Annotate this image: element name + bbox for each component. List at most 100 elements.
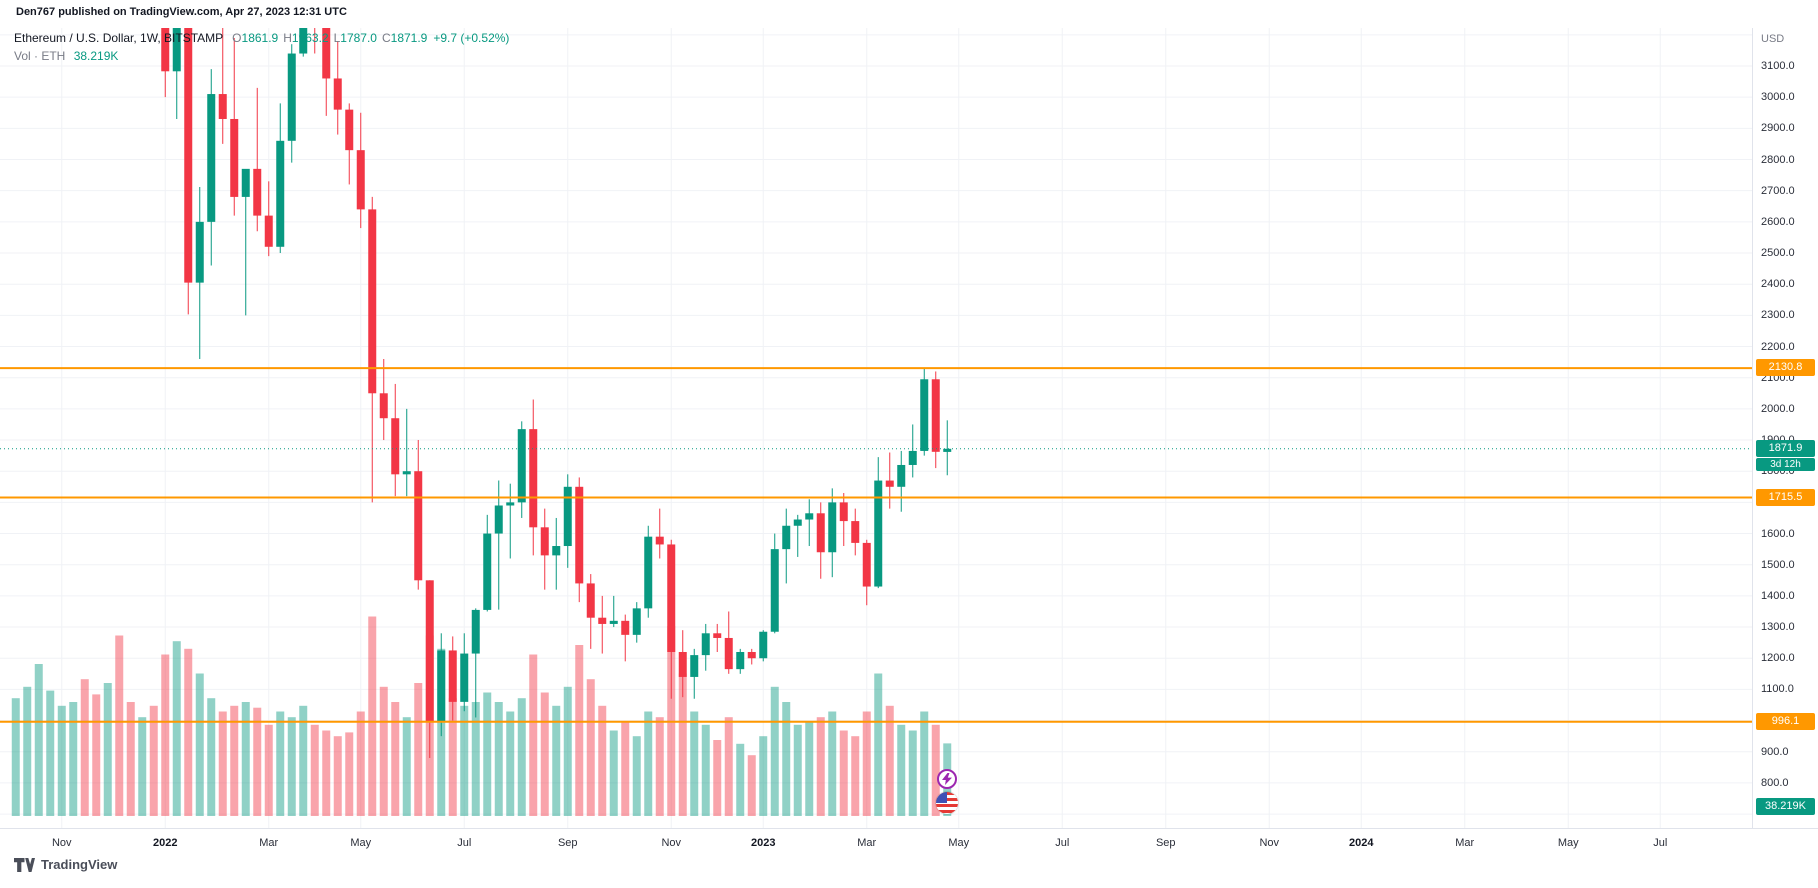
candle-body xyxy=(920,379,929,451)
volume-bar xyxy=(414,683,423,816)
time-axis-label: May xyxy=(1557,837,1579,849)
candle-body xyxy=(598,617,607,624)
event-marker-crypto[interactable] xyxy=(937,769,958,789)
price-tick: 900.0 xyxy=(1761,745,1789,758)
candle-body xyxy=(655,536,664,545)
candle-body xyxy=(759,631,768,659)
candle-body xyxy=(839,502,848,522)
candle-body xyxy=(437,650,446,723)
symbol-legend: Ethereum / U.S. Dollar, 1W, BITSTAMP O 18… xyxy=(14,31,509,63)
volume-bar xyxy=(230,705,239,816)
candle-body xyxy=(414,471,423,581)
candle-body xyxy=(483,533,492,610)
volume-bar xyxy=(69,702,78,816)
volume-bar xyxy=(138,717,147,816)
candle-body xyxy=(621,620,630,635)
volume-bar xyxy=(115,635,124,816)
candle-body xyxy=(713,633,722,638)
volume-bar xyxy=(172,641,181,816)
candle-body xyxy=(494,505,503,534)
change-value: +9.7 (+0.52%) xyxy=(433,31,510,45)
candle-body xyxy=(862,542,871,587)
volume-bar xyxy=(287,717,296,816)
close-value: 1871.9 xyxy=(390,31,428,45)
current-price-badge: 1871.9 xyxy=(1756,439,1815,457)
bar-countdown-badge: 3d 12h xyxy=(1756,457,1815,471)
candle-body xyxy=(172,28,181,72)
price-line-badge: 1715.5 xyxy=(1756,488,1815,506)
volume-bar xyxy=(874,673,883,816)
price-line-badge: 2130.8 xyxy=(1756,359,1815,377)
candle-body xyxy=(793,519,802,526)
volume-bar xyxy=(770,686,779,816)
high-label: H xyxy=(283,31,292,45)
volume-bar xyxy=(379,686,388,816)
candle-body xyxy=(540,527,549,556)
time-axis-label: Nov xyxy=(51,837,72,849)
tradingview-brand-text: TradingView xyxy=(41,857,118,872)
candle-body xyxy=(345,109,354,151)
price-axis[interactable]: USD 3100.0 3000.0 2900.0 2800.0 2700.0 2600.0… xyxy=(1752,28,1818,828)
volume-bar xyxy=(80,679,89,816)
volume-bar xyxy=(448,698,457,816)
high-value: 1963.2 xyxy=(291,31,329,45)
candle-body xyxy=(931,379,940,452)
time-axis-label: Sep xyxy=(1155,837,1176,849)
candle-body xyxy=(253,168,262,216)
time-axis-label: Sep xyxy=(557,837,578,849)
us-flag-icon xyxy=(936,792,948,803)
time-axis[interactable]: Nov 2022 Mar May Jul Sep Nov 2023 Mar May Jul Sep No… xyxy=(0,828,1818,861)
volume-bar xyxy=(11,698,20,816)
low-label: L xyxy=(333,31,341,45)
volume-bar xyxy=(506,711,515,816)
volume-bar xyxy=(885,705,894,816)
candle-body xyxy=(241,168,250,197)
volume-bar xyxy=(184,648,193,816)
price-tick: 2000.0 xyxy=(1761,402,1795,415)
volume-bar xyxy=(690,711,699,816)
candle-body xyxy=(264,215,273,247)
volume-bar xyxy=(828,711,837,816)
price-tick: 3000.0 xyxy=(1761,91,1795,104)
volume-bar xyxy=(103,683,112,816)
volume-bar xyxy=(46,690,55,816)
plot-area[interactable] xyxy=(0,0,1752,828)
time-axis-label: 2022 xyxy=(153,837,178,849)
candle-body xyxy=(885,480,894,487)
time-axis-label: 2024 xyxy=(1349,837,1374,849)
time-axis-label: Jul xyxy=(457,837,472,849)
price-tick: 1500.0 xyxy=(1761,558,1795,571)
volume-bar xyxy=(310,724,319,816)
time-axis-label: Nov xyxy=(1259,837,1280,849)
volume-label: Vol · ETH xyxy=(14,49,66,63)
volume-bar xyxy=(253,707,262,816)
volume-bar xyxy=(897,724,906,816)
candle-body xyxy=(161,28,170,72)
volume-bar xyxy=(92,694,101,816)
price-axis-unit: USD xyxy=(1761,33,1785,45)
price-tick: 2600.0 xyxy=(1761,215,1795,228)
low-value: 1787.0 xyxy=(340,31,377,45)
candle-body xyxy=(379,393,388,419)
candle-body xyxy=(782,525,791,550)
price-tick: 2800.0 xyxy=(1761,153,1795,166)
candle-body xyxy=(874,480,883,587)
tradingview-footer[interactable]: TradingView xyxy=(14,857,117,872)
volume-bar xyxy=(368,616,377,816)
candle-body xyxy=(609,620,618,624)
volume-bar xyxy=(552,705,561,816)
candle-body xyxy=(897,464,906,487)
volume-bar xyxy=(598,705,607,816)
candle-body xyxy=(333,78,342,110)
volume-bar xyxy=(632,736,641,816)
time-axis-label: May xyxy=(350,837,372,849)
event-marker-us-economic[interactable] xyxy=(936,792,959,814)
volume-bar xyxy=(713,740,722,816)
candle-body xyxy=(943,448,952,452)
candle-body xyxy=(322,28,331,79)
price-tick: 1100.0 xyxy=(1761,683,1794,696)
candle-body xyxy=(230,118,239,197)
volume-bar xyxy=(241,702,250,816)
candle-body xyxy=(644,536,653,609)
